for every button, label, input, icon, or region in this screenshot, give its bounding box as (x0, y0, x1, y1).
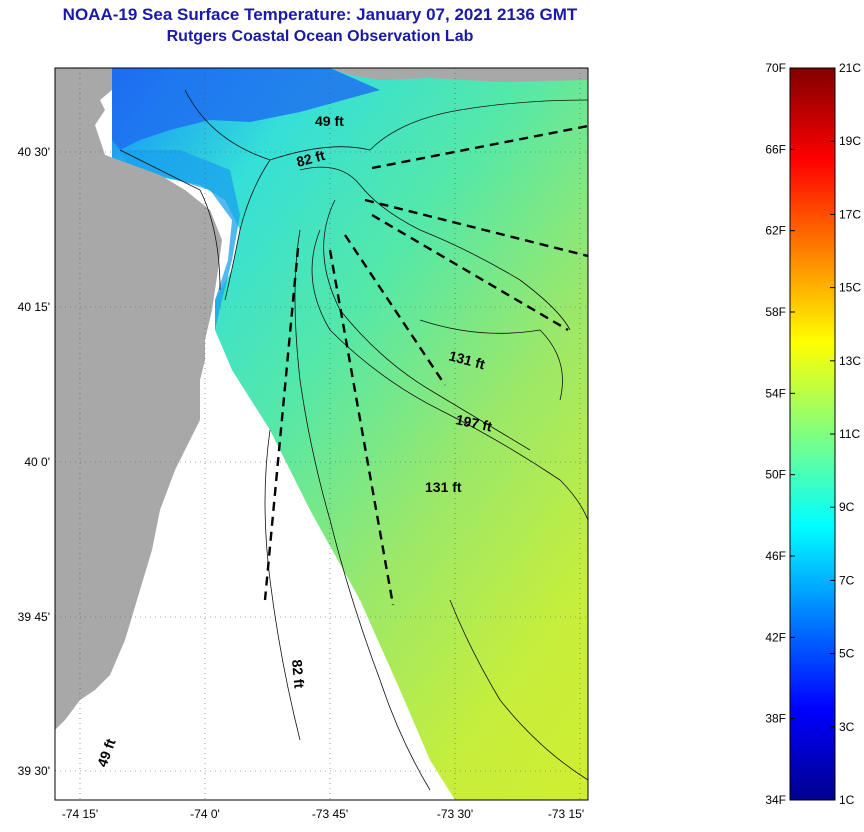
colorbar-c-label: 3C (839, 720, 855, 734)
colorbar-c-label: 17C (839, 207, 861, 221)
transect-lines (263, 124, 588, 606)
lat-tick-label: 40 30' (18, 145, 50, 159)
land-new-jersey (55, 68, 222, 730)
sst-field (112, 68, 588, 800)
fahrenheit-labels: 70F 66F 62F 58F 54F 50F 46F 42F 38F 34F (765, 61, 795, 807)
colorbar-c-label: 9C (839, 500, 855, 514)
colorbar-c-label: 19C (839, 134, 861, 148)
depth-label: 82 ft (289, 659, 307, 689)
land-long-island (330, 68, 588, 82)
colorbar-f-label: 38F (765, 712, 786, 726)
colorbar-c-label: 7C (839, 573, 855, 587)
bathymetry-contours (119, 89, 588, 791)
lon-tick-label: -73 15' (548, 807, 584, 821)
colorbar-f-label: 50F (765, 468, 786, 482)
colorbar-f-label: 34F (765, 793, 786, 807)
colorbar-c-label: 1C (839, 793, 855, 807)
longitude-axis: -74 15' -74 0' -73 45' -73 30' -73 15' (62, 807, 584, 821)
colorbar: 70F 66F 62F 58F 54F 50F 46F 42F 38F 34F 21C 19C 17C… (765, 61, 861, 807)
celsius-labels: 21C 19C 17C 15C 13C 11C 9C 7C 5C 3C 1C (830, 61, 861, 807)
colorbar-f-label: 42F (765, 630, 786, 644)
colorbar-f-label: 70F (765, 61, 786, 75)
colorbar-f-label: 62F (765, 224, 786, 238)
depth-label: 82 ft (295, 147, 327, 170)
cold-coastal-water (112, 68, 380, 150)
colorbar-gradient (789, 67, 836, 801)
colorbar-c-label: 13C (839, 354, 861, 368)
map-frame (54, 67, 589, 801)
lat-tick-label: 39 45' (18, 610, 50, 624)
colorbar-f-label: 58F (765, 305, 786, 319)
map-area (55, 68, 588, 800)
colorbar-f-label: 46F (765, 549, 786, 563)
lon-tick-label: -73 30' (437, 807, 473, 821)
colorbar-c-label: 5C (839, 647, 855, 661)
lon-tick-label: -74 15' (62, 807, 98, 821)
colorbar-c-label: 15C (839, 281, 861, 295)
map-subtitle: Rutgers Coastal Ocean Observation Lab (166, 28, 474, 45)
depth-label: 197 ft (454, 411, 493, 434)
latitude-axis: 40 30' 40 15' 40 0' 39 45' 39 30' (18, 145, 50, 778)
lon-tick-label: -73 45' (312, 807, 348, 821)
colorbar-f-label: 66F (765, 142, 786, 156)
lat-tick-label: 40 0' (24, 455, 50, 469)
depth-label: 131 ft (425, 479, 462, 495)
lat-tick-label: 39 30' (18, 764, 50, 778)
depth-label: 49 ft (315, 113, 344, 129)
colorbar-c-label: 21C (839, 61, 861, 75)
graticule (55, 68, 588, 800)
colorbar-c-label: 11C (839, 427, 860, 441)
lat-tick-label: 40 15' (18, 300, 50, 314)
colorbar-f-label: 54F (765, 386, 786, 400)
map-title: NOAA-19 Sea Surface Temperature: January… (62, 5, 578, 24)
lon-tick-label: -74 0' (190, 807, 220, 821)
